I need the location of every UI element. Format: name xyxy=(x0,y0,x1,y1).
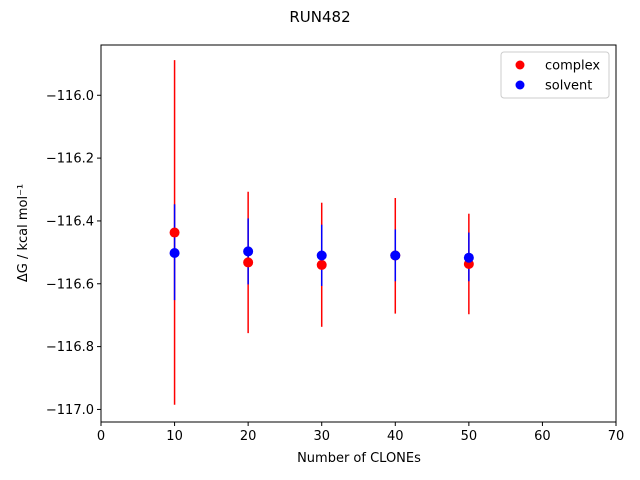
x-tick-label: 10 xyxy=(166,429,183,444)
x-tick-label: 70 xyxy=(608,429,625,444)
series-layer xyxy=(169,60,474,405)
legend-label-solvent: solvent xyxy=(545,79,592,94)
x-tick-label: 20 xyxy=(240,429,257,444)
plot-frame xyxy=(100,44,617,423)
series-solvent-points xyxy=(169,246,474,263)
legend-label-complex: complex xyxy=(545,59,600,74)
plot-area xyxy=(100,44,617,423)
solvent-point xyxy=(169,247,180,258)
x-axis: 0 10 20 30 40 50 60 70 xyxy=(97,422,624,444)
solvent-point xyxy=(390,250,401,261)
solvent-point xyxy=(463,252,474,263)
solvent-point xyxy=(316,250,327,261)
legend-box xyxy=(500,51,610,99)
complex-point xyxy=(243,257,254,268)
legend-marker-complex xyxy=(515,60,525,70)
x-tick-label: 60 xyxy=(534,429,551,444)
legend-marker-solvent xyxy=(515,80,525,90)
y-tick-label: −116.2 xyxy=(46,152,94,167)
y-tick-label: −117.0 xyxy=(46,403,94,418)
y-tick-label: −116.6 xyxy=(46,277,94,292)
y-axis-label: ΔG / kcal mol⁻¹ xyxy=(16,184,31,282)
complex-point xyxy=(316,259,327,270)
y-tick-label: −116.8 xyxy=(46,340,94,355)
x-tick-label: 50 xyxy=(461,429,478,444)
y-axis: −117.0 −116.8 −116.6 −116.4 −116.2 −116.0 xyxy=(46,89,101,418)
solvent-point xyxy=(243,246,254,257)
x-tick-label: 0 xyxy=(97,429,105,444)
complex-point xyxy=(169,227,180,238)
x-tick-label: 30 xyxy=(313,429,330,444)
x-tick-label: 40 xyxy=(387,429,404,444)
y-tick-label: −116.0 xyxy=(46,89,94,104)
x-axis-label: Number of CLONEs xyxy=(297,451,421,466)
y-tick-label: −116.4 xyxy=(46,214,94,229)
legend: complex solvent xyxy=(500,51,610,99)
chart-title: RUN482 xyxy=(289,8,350,26)
